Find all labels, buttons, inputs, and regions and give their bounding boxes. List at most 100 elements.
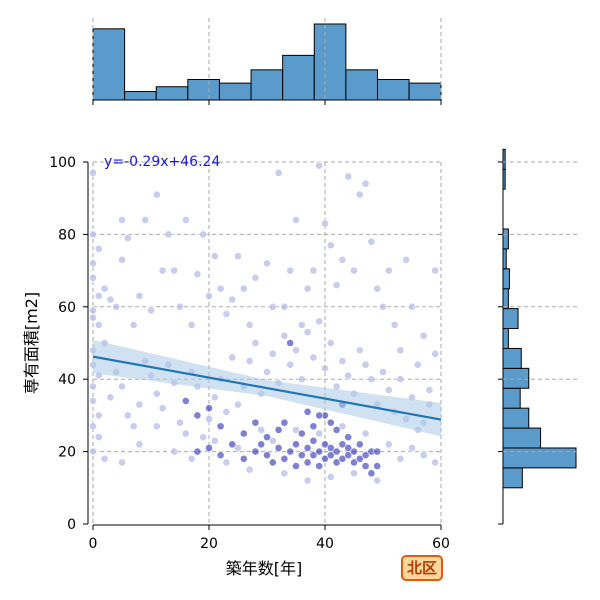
scatter-point [94,292,103,300]
scatter-point [408,444,416,452]
scatter-point [361,451,370,460]
x-hist-bar [345,69,378,101]
scatter-point [94,433,103,442]
scatter-point [292,346,300,355]
scatter-point [216,284,225,293]
scatter-point [228,440,237,449]
scatter-point [344,371,353,380]
scatter-point [280,454,289,463]
scatter-point [251,273,260,282]
scatter-point [94,411,103,420]
scatter-point [89,306,97,315]
x-tick-label: 40 [316,536,334,552]
scatter-point [123,234,132,242]
x-hist-bar [92,28,126,101]
scatter-point [129,320,138,329]
scatter-point [384,440,393,449]
scatter-point [344,433,353,442]
scatter-point [303,476,312,485]
scatter-point [251,339,260,347]
tick-labels: 0 20 40 60 0 20 40 60 80 100 [49,155,450,552]
scatter-point [268,436,277,445]
scatter-point [274,168,283,177]
scatter-point [303,458,312,467]
y-hist-bar [502,308,519,330]
scatter-point [350,469,358,478]
scatter-point [286,360,295,369]
scatter-point [315,161,324,170]
scatter-point [268,458,277,467]
scatter-point [379,302,387,311]
scatter-point [332,281,341,289]
scatter-point [326,339,335,347]
scatter-point [425,386,434,394]
y-hist-bar [502,467,523,489]
scatter-point [286,266,295,275]
scatter-point [158,266,167,275]
scatter-point [112,302,121,311]
scatter-point [396,375,405,384]
scatter-point [251,418,260,427]
y-hist-bar [502,447,577,469]
scatter-point [106,295,115,304]
scatter-point [158,404,167,413]
scatter-point [292,462,300,470]
scatter-point [89,397,97,405]
scatter-point [89,230,97,239]
scatter-point [94,320,103,329]
scatter-point [321,440,329,449]
scatter-point [234,444,242,452]
scatter-point [89,382,97,391]
scatter-point [181,429,190,438]
scatter-point [263,259,271,268]
y-tick-label: 40 [58,372,76,388]
scatter-point [338,422,347,431]
scatter-point [135,400,144,409]
scatter-point [94,244,103,253]
x-hist-bar [250,69,284,101]
x-hist-bar [124,91,157,101]
scatter-point [251,447,260,456]
scatter-point [89,447,97,456]
scatter-point [239,454,248,463]
scatter-point [361,462,370,470]
scatter-point [373,447,382,456]
scatter-point [338,440,347,449]
scatter-point [373,284,382,293]
scatter-point [141,216,150,224]
scatter-point [234,252,242,261]
y-tick-label: 60 [58,300,76,316]
scatter-point [292,425,300,434]
scatter-point [419,331,428,340]
scatter-point [332,425,341,434]
y-hist-bar [502,407,530,429]
scatter-point [135,440,144,449]
scatter-point [367,469,376,478]
scatter-point [205,444,213,452]
scatter-point [181,397,190,405]
scatter-point [228,295,237,304]
scatter-point [309,422,318,431]
scatter-point [245,320,254,329]
x-hist-bar [218,82,252,101]
scatter-point [222,310,231,318]
scatter-point [222,407,231,416]
scatter-point [361,429,370,438]
scatter-point [257,425,266,434]
scatter-point [297,451,306,460]
scatter-point [297,320,306,329]
scatter-point [344,444,353,452]
y-tick-label: 20 [58,445,76,461]
scatter-point [263,451,271,460]
scatter-point [303,444,312,452]
x-hist-bar [408,82,442,101]
scatter-point [100,454,109,463]
scatter-point [89,259,97,268]
scatter-point [135,292,144,300]
scatter-point [193,411,202,420]
scatter-point [338,255,347,264]
scatter-point [280,418,289,427]
scatter-point [263,368,271,376]
scatter-point [315,411,324,420]
